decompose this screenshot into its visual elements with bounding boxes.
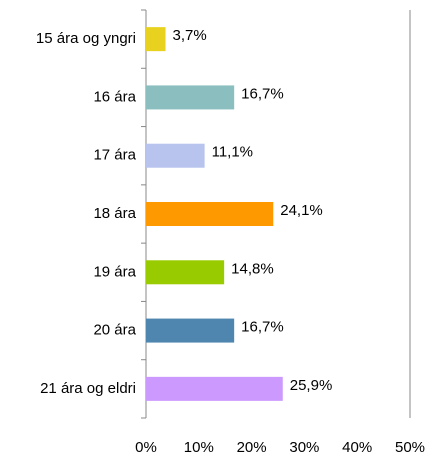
y-tick-label: 19 ára: [93, 263, 136, 280]
bar: [146, 143, 205, 168]
bar: [146, 27, 166, 52]
bar: [146, 85, 235, 110]
data-label: 25,9%: [290, 377, 333, 394]
bar: [146, 318, 235, 343]
data-label: 14,8%: [231, 260, 274, 277]
data-label: 16,7%: [241, 85, 284, 102]
data-label: 16,7%: [241, 319, 284, 336]
y-tick-label: 17 ára: [93, 147, 136, 164]
y-tick-label: 20 ára: [93, 322, 136, 339]
x-tick-label: 20%: [237, 439, 267, 456]
x-tick-label: 10%: [184, 439, 214, 456]
bar: [146, 202, 274, 226]
bar: [146, 260, 225, 285]
x-tick-label: 40%: [342, 439, 372, 456]
x-tick-label: 30%: [289, 439, 319, 456]
x-tick-label: 0%: [135, 439, 157, 456]
y-tick-label: 21 ára og eldri: [40, 380, 136, 397]
y-tick-label: 16 ára: [93, 88, 136, 105]
data-label: 24,1%: [280, 202, 323, 219]
x-tick-label: 50%: [395, 439, 425, 456]
y-tick-label: 18 ára: [93, 205, 136, 222]
bar: [146, 376, 283, 401]
y-tick-label: 15 ára og yngri: [36, 30, 136, 47]
data-label: 11,1%: [212, 144, 253, 161]
data-label: 3,7%: [173, 27, 207, 44]
